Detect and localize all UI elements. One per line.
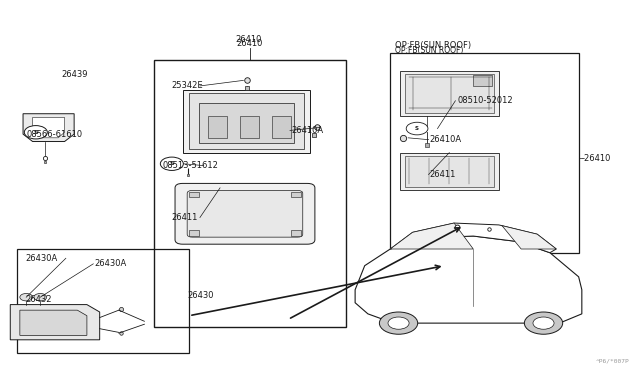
Polygon shape <box>355 236 582 323</box>
FancyBboxPatch shape <box>175 183 315 244</box>
Text: ^P6/*007P: ^P6/*007P <box>596 359 630 364</box>
Text: -26410: -26410 <box>582 154 611 163</box>
Text: 08513-51612: 08513-51612 <box>163 161 218 170</box>
Bar <box>208 116 227 138</box>
Text: 26411: 26411 <box>172 213 198 222</box>
Polygon shape <box>390 223 556 253</box>
Text: 26430: 26430 <box>187 291 214 300</box>
Circle shape <box>34 294 47 301</box>
Text: 26432: 26432 <box>25 295 51 304</box>
Polygon shape <box>502 226 556 249</box>
Circle shape <box>533 317 554 329</box>
Bar <box>198 103 294 143</box>
Text: 26439: 26439 <box>61 70 88 79</box>
Bar <box>17 249 189 353</box>
Text: 26410A: 26410A <box>430 135 462 144</box>
Bar <box>291 192 301 197</box>
Text: 26411: 26411 <box>430 170 456 179</box>
Bar <box>240 116 259 138</box>
Circle shape <box>388 317 409 329</box>
Text: 08566-61610: 08566-61610 <box>26 129 83 139</box>
Text: 26410: 26410 <box>236 35 262 44</box>
Text: S: S <box>33 130 38 135</box>
Circle shape <box>24 126 47 139</box>
Text: OP:FB(SUN ROOF): OP:FB(SUN ROOF) <box>396 46 464 55</box>
Bar <box>189 93 304 149</box>
Polygon shape <box>23 114 74 141</box>
Text: OP:FB(SUN ROOF): OP:FB(SUN ROOF) <box>395 41 471 51</box>
Polygon shape <box>33 118 65 138</box>
Bar <box>405 155 493 187</box>
Bar <box>189 192 198 197</box>
Polygon shape <box>20 310 87 335</box>
Circle shape <box>524 312 563 334</box>
Circle shape <box>161 157 183 170</box>
Polygon shape <box>390 223 473 249</box>
Bar <box>154 60 346 327</box>
FancyBboxPatch shape <box>187 190 303 237</box>
Text: 26430A: 26430A <box>25 254 57 263</box>
Bar <box>405 74 493 113</box>
Text: S: S <box>170 161 174 166</box>
Text: 26410: 26410 <box>237 39 263 48</box>
Circle shape <box>20 294 33 301</box>
Text: 26410A: 26410A <box>291 126 323 135</box>
Text: 26430A: 26430A <box>95 259 127 268</box>
Bar <box>390 52 579 253</box>
Bar <box>473 75 492 86</box>
Text: S: S <box>415 126 419 131</box>
Bar <box>182 90 310 153</box>
Circle shape <box>380 312 418 334</box>
Bar <box>189 231 198 236</box>
Text: 25342E: 25342E <box>172 81 203 90</box>
Circle shape <box>406 122 428 135</box>
Bar <box>272 116 291 138</box>
Polygon shape <box>10 305 100 340</box>
Bar <box>400 153 499 190</box>
Bar <box>400 71 499 116</box>
Text: 08510-52012: 08510-52012 <box>458 96 513 105</box>
Bar <box>291 231 301 236</box>
